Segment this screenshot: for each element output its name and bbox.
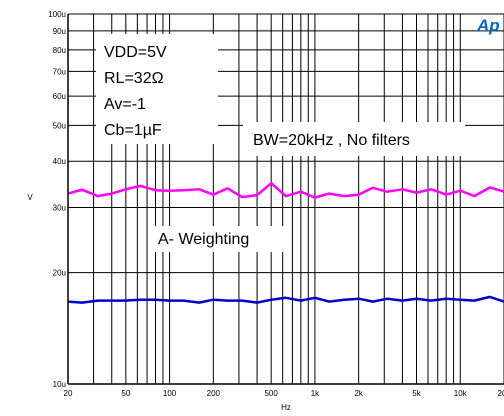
y-tick-label: 70u (53, 67, 66, 76)
x-tick-label: 20 (64, 389, 73, 398)
bw-label-box: BW=20kHz , No filters (243, 122, 465, 156)
y-tick-label: 10u (53, 380, 66, 389)
x-tick-label: 200 (207, 389, 221, 398)
bw-label: BW=20kHz , No filters (253, 132, 410, 149)
y-tick-label: 80u (53, 46, 66, 55)
series-line-2 (67, 295, 504, 304)
condition-cb: Cb=1µF (104, 122, 162, 139)
x-tick-label: 50 (121, 389, 130, 398)
x-tick-label: 20k (498, 389, 504, 398)
x-tick-label: 2k (354, 389, 363, 398)
brand-logo: Ap (476, 16, 500, 35)
x-axis-label: Hz (281, 403, 291, 412)
y-tick-label: 20u (53, 269, 66, 278)
weighting-label: A- Weighting (158, 231, 249, 248)
series-lines (67, 181, 504, 304)
condition-rl: RL=32Ω (104, 70, 164, 87)
y-tick-label: 30u (53, 203, 66, 212)
y-tick-label: 90u (53, 27, 66, 36)
y-tick-label: 100u (48, 10, 66, 19)
x-tick-label: 100 (163, 389, 177, 398)
x-tick-label: 1k (311, 389, 320, 398)
y-axis-label: V (27, 193, 33, 202)
y-tick-label: 50u (53, 121, 66, 130)
tick-labels: 10u 20u 30u 40u 50u 60u 70u 80u 90u 100u 20 50 100 20… (48, 10, 504, 398)
conditions-box: VDD=5V RL=32Ω Av=-1 Cb=1µF (96, 34, 218, 144)
y-tick-label: 40u (53, 157, 66, 166)
y-tick-label: 60u (53, 92, 66, 101)
condition-vdd: VDD=5V (104, 44, 167, 61)
x-tick-label: 10k (454, 389, 468, 398)
weighting-label-box: A- Weighting (151, 226, 289, 252)
x-tick-label: 500 (264, 389, 278, 398)
axes (67, 13, 504, 385)
condition-av: Av=-1 (104, 96, 146, 113)
x-tick-label: 5k (412, 389, 421, 398)
series-line-1 (67, 181, 504, 199)
